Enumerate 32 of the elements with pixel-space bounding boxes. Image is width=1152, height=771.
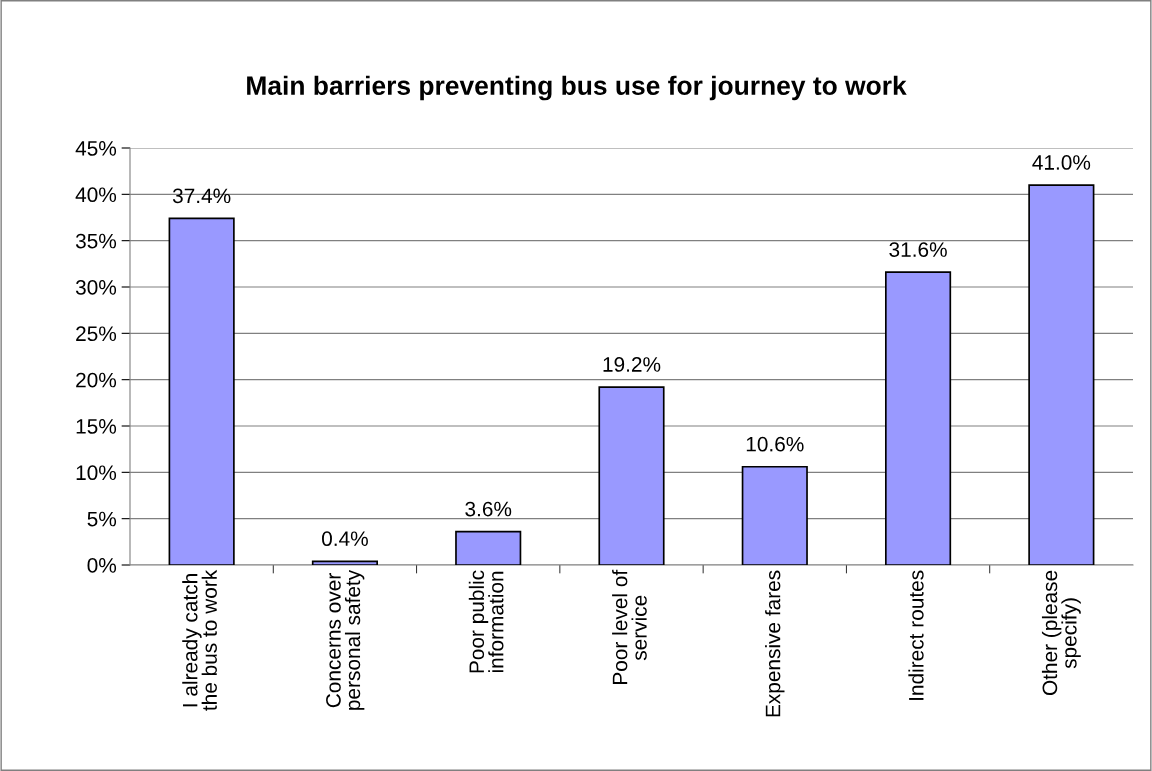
y-tick-label: 10% [76, 465, 117, 481]
bar [455, 530, 522, 565]
x-tick-label: Other (please specify) [1041, 570, 1081, 696]
data-label: 0.4% [322, 531, 368, 547]
y-tick-label: 30% [75, 280, 117, 295]
bar [1028, 184, 1095, 565]
y-tick-label: 15% [76, 419, 117, 434]
bar [598, 386, 665, 565]
x-tick-label: I already catch the bus to work [182, 569, 217, 711]
y-tick-label: 25% [76, 326, 117, 342]
x-tick-label: Concerns over personal safety [326, 569, 365, 710]
y-tick-label: 45% [75, 141, 117, 156]
data-label: 37.4% [172, 188, 231, 204]
y-tick-label: 0% [87, 558, 117, 573]
y-tick-label: 5% [87, 511, 117, 527]
bar [884, 271, 952, 565]
data-label: 19.2% [603, 357, 661, 372]
y-tick-label: 40% [75, 187, 117, 203]
bar [311, 560, 379, 565]
data-label: 31.6% [889, 242, 947, 257]
x-tick-label: Expensive fares [765, 570, 785, 717]
y-tick-label: 20% [76, 372, 117, 388]
data-label: 41.0% [1032, 155, 1091, 170]
x-tick-label: Indirect routes [908, 570, 924, 700]
bar [168, 217, 235, 565]
x-tick-label: Poor public information [468, 570, 504, 673]
y-tick-label: 35% [75, 233, 117, 249]
x-tick-label: Poor level of service [612, 569, 647, 684]
chart-title: Main barriers preventing bus use for journey to work [247, 75, 907, 101]
bar [741, 465, 808, 565]
data-label: 10.6% [746, 436, 804, 452]
data-label: 3.6% [465, 501, 512, 517]
